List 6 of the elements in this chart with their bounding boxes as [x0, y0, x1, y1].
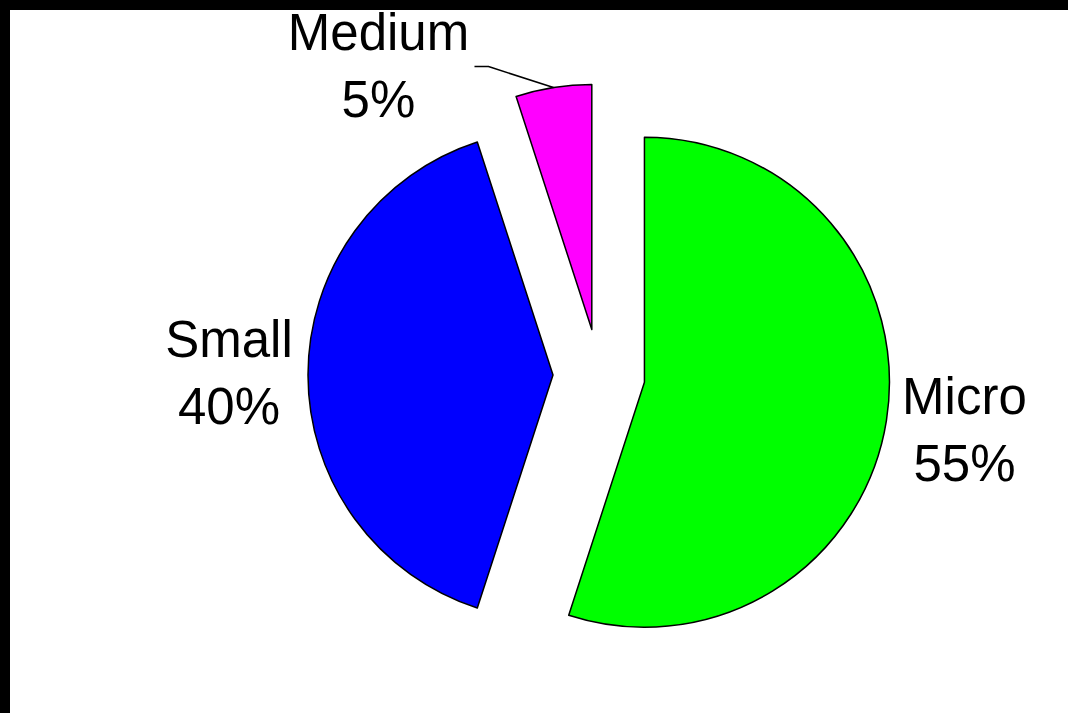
- slice-label: Micro: [902, 368, 1027, 426]
- data-label: 5%: [341, 70, 416, 128]
- data-label: 40%: [177, 377, 281, 435]
- slice-label: Small: [165, 310, 293, 368]
- slice-label: Medium: [287, 3, 470, 61]
- data-label: 55%: [913, 435, 1016, 493]
